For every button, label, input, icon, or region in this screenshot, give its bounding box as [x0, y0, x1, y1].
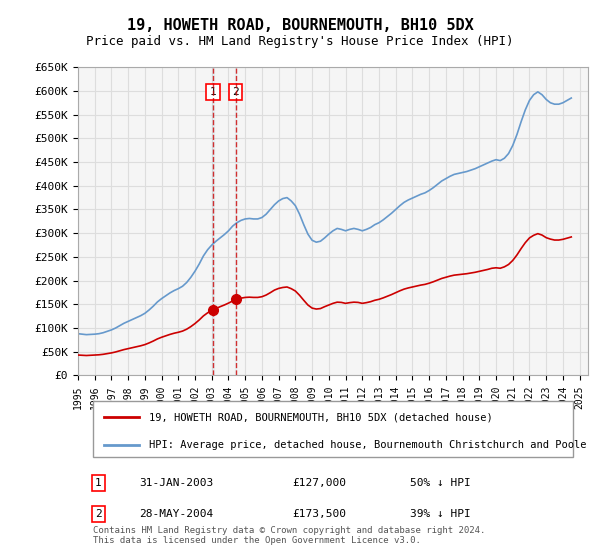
Text: 28-MAY-2004: 28-MAY-2004 — [139, 509, 214, 519]
Bar — [212, 67, 214, 375]
Text: £127,000: £127,000 — [292, 478, 346, 488]
Text: Price paid vs. HM Land Registry's House Price Index (HPI): Price paid vs. HM Land Registry's House … — [86, 35, 514, 49]
Text: 1: 1 — [210, 87, 217, 97]
Bar — [235, 67, 236, 375]
Text: 1: 1 — [95, 478, 102, 488]
FancyBboxPatch shape — [94, 402, 573, 457]
Text: £173,500: £173,500 — [292, 509, 346, 519]
Text: 2: 2 — [95, 509, 102, 519]
Text: 19, HOWETH ROAD, BOURNEMOUTH, BH10 5DX: 19, HOWETH ROAD, BOURNEMOUTH, BH10 5DX — [127, 18, 473, 32]
Text: 50% ↓ HPI: 50% ↓ HPI — [409, 478, 470, 488]
Text: 19, HOWETH ROAD, BOURNEMOUTH, BH10 5DX (detached house): 19, HOWETH ROAD, BOURNEMOUTH, BH10 5DX (… — [149, 412, 493, 422]
Text: 31-JAN-2003: 31-JAN-2003 — [139, 478, 214, 488]
Text: HPI: Average price, detached house, Bournemouth Christchurch and Poole: HPI: Average price, detached house, Bour… — [149, 440, 587, 450]
Text: 39% ↓ HPI: 39% ↓ HPI — [409, 509, 470, 519]
Text: 2: 2 — [232, 87, 239, 97]
Text: Contains HM Land Registry data © Crown copyright and database right 2024.
This d: Contains HM Land Registry data © Crown c… — [94, 526, 485, 545]
